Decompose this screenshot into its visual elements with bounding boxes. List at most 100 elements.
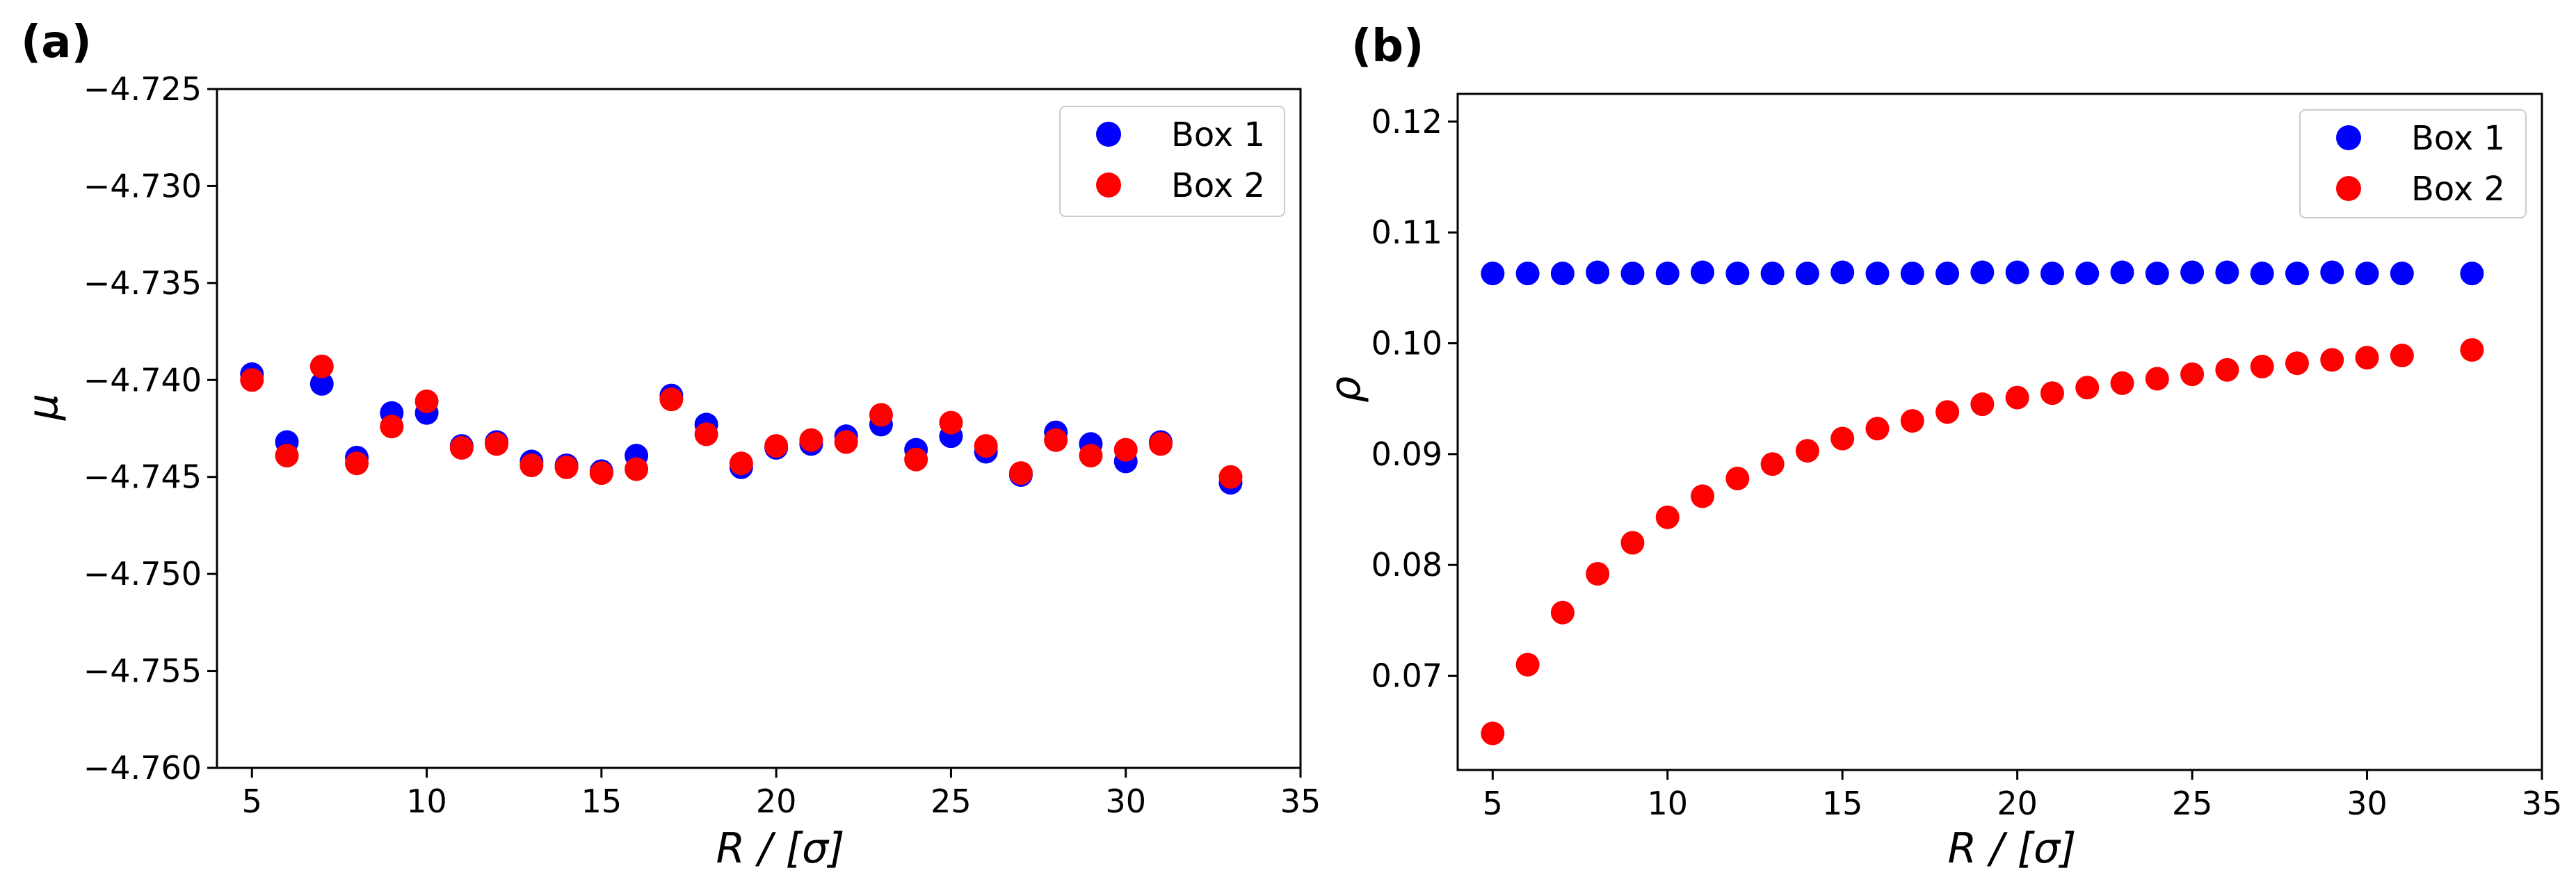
- chart-b-point-box1: [1620, 262, 1645, 286]
- chart-b-ytick-label: 0.09: [1371, 435, 1442, 473]
- chart-b-point-box1: [1691, 260, 1715, 284]
- chart-b-point-box2: [1655, 505, 1680, 529]
- chart-b-point-box1: [2110, 260, 2134, 284]
- chart-b-point-box1: [1586, 260, 1610, 284]
- chart-b-legend-label-box1: Box 1: [2411, 119, 2505, 158]
- chart-b-point-box1: [1830, 260, 1855, 284]
- chart-a-xtick-label: 25: [931, 782, 972, 820]
- chart-b-point-box2: [1620, 531, 1645, 555]
- chart-a-legend-label-box2: Box 2: [1171, 166, 1265, 205]
- panel-b-label: (b): [1351, 21, 1424, 72]
- chart-b-point-box2: [2320, 348, 2344, 372]
- chart-a-point-box2: [414, 389, 439, 413]
- chart-b-point-box1: [2215, 260, 2239, 284]
- chart-b-point-box2: [1830, 426, 1855, 451]
- chart-b-xtick-label: 5: [1483, 785, 1503, 822]
- chart-a-point-box2: [1008, 461, 1033, 485]
- chart-a-ytick-label: −4.750: [83, 555, 202, 593]
- chart-b-point-box2: [1760, 452, 1785, 476]
- chart-b-series-2: [1481, 338, 2484, 746]
- chart-b-point-box2: [1900, 409, 1924, 433]
- chart-a-ytick-label: −4.725: [83, 70, 202, 108]
- chart-b-point-box2: [2145, 367, 2169, 391]
- chart-a-point-box2: [309, 354, 334, 378]
- panel-a: (a) 5 10 15 20 25 30 35 −4.725 −4.730 −4.735 −4.74…: [19, 17, 1321, 873]
- panel-a-label: (a): [21, 17, 92, 68]
- chart-b-xtick-label: 25: [2172, 785, 2213, 822]
- chart-b-point-box2: [1586, 561, 1610, 586]
- chart-b-point-box1: [1795, 262, 1819, 286]
- chart-a-point-box2: [904, 447, 928, 472]
- chart-b-point-box1: [2075, 262, 2100, 286]
- chart-a-point-box2: [589, 461, 613, 485]
- chart-b-point-box1: [2145, 262, 2169, 286]
- chart-a-xtick-label: 10: [406, 782, 447, 820]
- chart-a-point-box2: [729, 451, 753, 476]
- chart-b-xtick-label: 15: [1822, 785, 1863, 822]
- chart-a-ytick-label: −4.760: [83, 749, 202, 787]
- chart-b-point-box2: [2040, 381, 2064, 406]
- chart-b-point-box2: [2075, 376, 2100, 400]
- chart-b-legend-marker-box1: [2336, 125, 2361, 150]
- chart-b-point-box1: [2355, 262, 2379, 286]
- chart-a-point-box2: [380, 415, 404, 439]
- chart-a-point-box2: [625, 457, 649, 481]
- chart-b-point-box2: [1865, 417, 1890, 441]
- chart-b-point-box2: [2355, 346, 2379, 370]
- chart-a-ytick-label: −4.740: [83, 361, 202, 399]
- chart-a-point-box2: [1218, 465, 1243, 489]
- chart-a-point-box2: [275, 444, 299, 468]
- chart-a-point-box2: [554, 455, 579, 479]
- chart-b-xtick-label: 30: [2346, 785, 2388, 822]
- chart-a-point-box2: [834, 430, 858, 454]
- chart-a-point-box2: [1079, 444, 1103, 468]
- chart-a-xtick-label: 35: [1280, 782, 1321, 820]
- chart-a-point-box2: [659, 387, 684, 412]
- chart-b-point-box2: [2110, 371, 2134, 395]
- chart-b-point-box2: [1691, 484, 1715, 508]
- chart-b-legend: Box 1 Box 2: [2299, 109, 2527, 218]
- chart-a-ytick-label: −4.730: [83, 167, 202, 204]
- chart-b-point-box1: [2285, 262, 2309, 286]
- chart-b-point-box1: [2460, 262, 2484, 286]
- chart-b-ytick-label: 0.11: [1371, 214, 1442, 251]
- chart-a-xtick-label: 30: [1105, 782, 1146, 820]
- chart-b-point-box1: [1935, 262, 1960, 286]
- chart-b-xtick-label: 20: [1997, 785, 2038, 822]
- chart-b-ytick-label: 0.10: [1371, 325, 1442, 362]
- chart-b-point-box2: [2005, 385, 2029, 410]
- chart-b-plot-frame: [1456, 93, 2543, 771]
- chart-b-point-box2: [2250, 354, 2274, 378]
- chart-b-ytick-label: 0.07: [1371, 657, 1442, 695]
- chart-a-xtick-label: 20: [756, 782, 797, 820]
- chart-b-point-box2: [1935, 400, 1960, 424]
- chart-a-point-box2: [520, 453, 544, 477]
- chart-b-series-1: [1481, 260, 2484, 286]
- chart-b-point-box1: [1865, 262, 1890, 286]
- chart-b-point-box2: [2285, 351, 2309, 376]
- chart-a-point-box2: [240, 368, 264, 392]
- chart-b-point-box1: [2320, 260, 2344, 284]
- chart-a-point-box2: [449, 435, 474, 460]
- chart-a-point-box2: [1148, 432, 1173, 456]
- chart-a-xtick-label: 5: [242, 782, 262, 820]
- chart-a-legend-marker-box2: [1096, 172, 1121, 198]
- chart-a-plot-frame: [216, 88, 1302, 769]
- chart-a-legend: Box 1 Box 2: [1059, 106, 1285, 217]
- chart-b-point-box1: [2040, 262, 2064, 286]
- chart-b-point-box2: [1725, 466, 1750, 490]
- chart-b-point-box2: [2180, 362, 2205, 387]
- chart-a-point-box2: [1113, 438, 1138, 462]
- chart-a-point-box2: [974, 434, 998, 458]
- panel-b: (b) 5 10 15 20 25 30 35 0.07 0.08 0.09 0.10 0.11 0.1…: [1321, 21, 2562, 873]
- chart-b-point-box1: [1760, 262, 1785, 286]
- chart-b-point-box1: [1725, 262, 1750, 286]
- chart-b-ytick-label: 0.12: [1371, 103, 1442, 141]
- chart-b-point-box1: [2250, 262, 2274, 286]
- chart-b-xtick-label: 35: [2522, 785, 2563, 822]
- chart-a-ytick-label: −4.755: [83, 652, 202, 690]
- chart-b-x-axis-label: R / [σ]: [1948, 824, 2077, 873]
- chart-b-point-box1: [1481, 262, 1505, 286]
- chart-a-point-box2: [799, 428, 823, 452]
